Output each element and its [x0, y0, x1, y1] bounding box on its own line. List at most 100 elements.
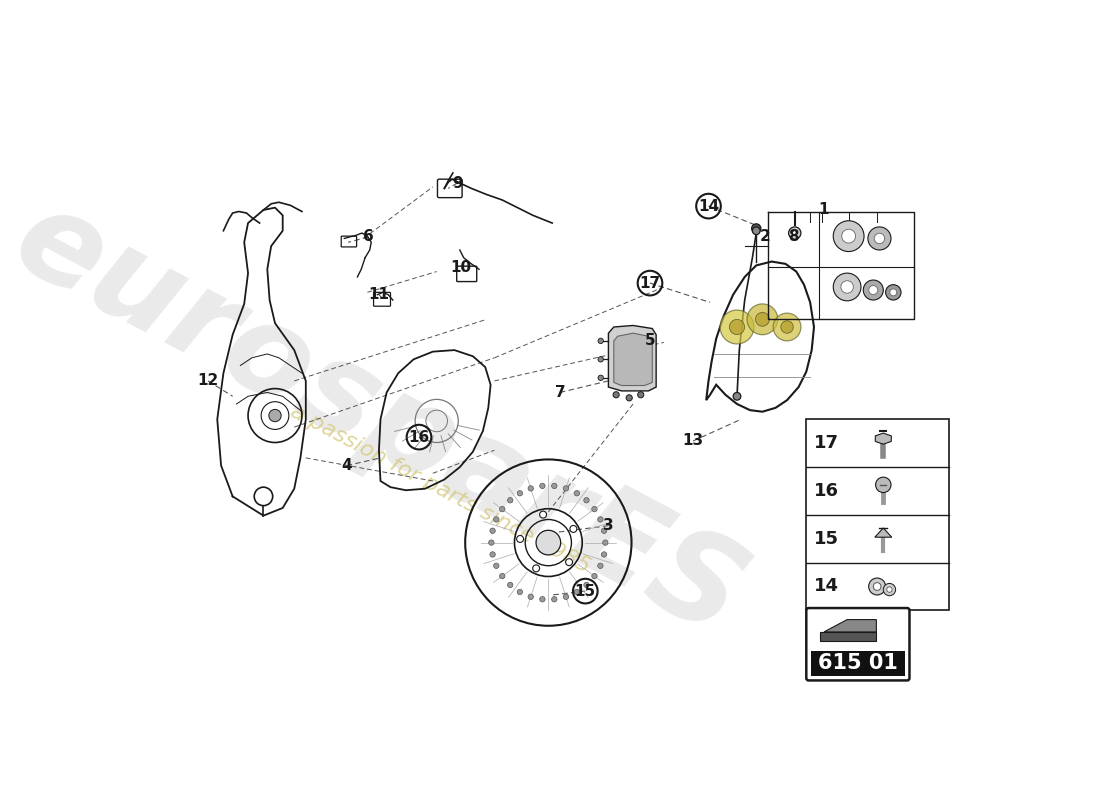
Circle shape: [773, 313, 801, 341]
Circle shape: [507, 498, 513, 503]
Circle shape: [602, 528, 607, 534]
Text: 3: 3: [603, 518, 614, 533]
Text: 1: 1: [818, 202, 829, 218]
Circle shape: [597, 563, 603, 569]
Text: 17: 17: [639, 276, 661, 290]
Text: 15: 15: [574, 584, 596, 598]
Circle shape: [834, 221, 865, 251]
Circle shape: [563, 594, 569, 599]
Circle shape: [751, 224, 761, 233]
Polygon shape: [614, 333, 652, 386]
Text: 16: 16: [408, 430, 430, 445]
Circle shape: [873, 582, 881, 590]
Circle shape: [733, 393, 741, 400]
Circle shape: [528, 486, 534, 491]
Circle shape: [729, 319, 745, 334]
Bar: [811, 651, 905, 676]
Circle shape: [540, 511, 547, 518]
Circle shape: [540, 597, 546, 602]
Circle shape: [551, 597, 557, 602]
Text: 14: 14: [814, 578, 839, 595]
Text: 11: 11: [368, 287, 389, 302]
Text: 6: 6: [363, 230, 374, 245]
Text: 8: 8: [788, 230, 799, 245]
Circle shape: [507, 582, 513, 588]
Text: 4: 4: [341, 458, 352, 473]
Circle shape: [517, 590, 522, 594]
Circle shape: [598, 338, 604, 343]
Polygon shape: [821, 632, 877, 641]
Text: 615 01: 615 01: [818, 654, 898, 674]
Circle shape: [598, 375, 604, 381]
Bar: [806, 419, 949, 610]
Circle shape: [494, 563, 499, 569]
Circle shape: [626, 394, 632, 401]
Circle shape: [887, 587, 892, 592]
Text: 2: 2: [760, 230, 771, 245]
Circle shape: [874, 234, 884, 244]
Text: 14: 14: [697, 198, 719, 214]
Circle shape: [792, 230, 798, 235]
Circle shape: [864, 280, 883, 300]
Circle shape: [602, 552, 607, 557]
Circle shape: [592, 574, 597, 578]
Text: 5: 5: [645, 334, 656, 348]
Text: eurosparES: eurosparES: [0, 177, 763, 662]
Circle shape: [570, 526, 576, 533]
Circle shape: [613, 392, 619, 398]
Polygon shape: [876, 433, 891, 444]
Circle shape: [638, 392, 644, 398]
Circle shape: [268, 410, 282, 422]
Circle shape: [565, 558, 572, 566]
Text: 12: 12: [197, 374, 219, 388]
Circle shape: [789, 227, 801, 239]
Circle shape: [584, 582, 590, 588]
Circle shape: [842, 230, 856, 243]
Circle shape: [517, 535, 524, 542]
Polygon shape: [608, 326, 656, 391]
Circle shape: [528, 594, 534, 599]
Circle shape: [574, 590, 580, 594]
Circle shape: [597, 517, 603, 522]
Circle shape: [532, 565, 540, 572]
Circle shape: [490, 552, 495, 557]
Circle shape: [540, 483, 546, 489]
Text: 9: 9: [452, 175, 463, 190]
Circle shape: [488, 540, 494, 546]
Circle shape: [563, 486, 569, 491]
Circle shape: [752, 227, 760, 234]
Circle shape: [551, 483, 557, 489]
Polygon shape: [824, 619, 877, 632]
Circle shape: [592, 506, 597, 512]
Circle shape: [781, 321, 793, 334]
Circle shape: [840, 281, 854, 293]
Circle shape: [499, 574, 505, 578]
Circle shape: [574, 490, 580, 496]
Text: 10: 10: [451, 260, 472, 275]
Circle shape: [886, 285, 901, 300]
Circle shape: [834, 273, 861, 301]
FancyBboxPatch shape: [806, 608, 910, 681]
Circle shape: [603, 540, 608, 546]
Circle shape: [598, 357, 604, 362]
Circle shape: [536, 530, 561, 555]
Text: 16: 16: [814, 482, 839, 500]
Circle shape: [490, 528, 495, 534]
Text: a passion for parts since 1985: a passion for parts since 1985: [287, 401, 594, 577]
Polygon shape: [874, 528, 892, 538]
Text: 15: 15: [814, 530, 839, 548]
Circle shape: [876, 477, 891, 493]
Circle shape: [869, 286, 878, 294]
Circle shape: [883, 583, 895, 596]
Circle shape: [517, 490, 522, 496]
Text: 7: 7: [554, 385, 565, 400]
Circle shape: [890, 289, 896, 296]
Text: 17: 17: [814, 434, 839, 452]
Circle shape: [584, 498, 590, 503]
Circle shape: [499, 506, 505, 512]
Circle shape: [747, 304, 778, 334]
Circle shape: [868, 227, 891, 250]
Circle shape: [869, 578, 886, 595]
Text: 13: 13: [682, 434, 704, 449]
Circle shape: [494, 517, 499, 522]
